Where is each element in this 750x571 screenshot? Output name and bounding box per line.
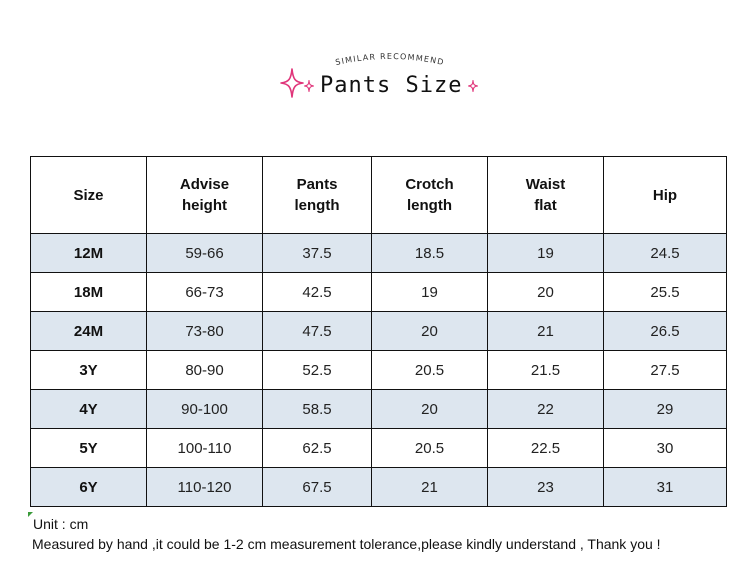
cell-waist-flat: 19 <box>487 233 604 273</box>
column-header-line: flat <box>534 197 557 214</box>
column-header-line: Waist <box>525 176 566 193</box>
cell-advise-height: 73-80 <box>146 311 263 351</box>
cell-pants-length: 47.5 <box>262 311 372 351</box>
corner-mark-icon <box>28 512 33 517</box>
cell-pants-length: 42.5 <box>262 272 372 312</box>
cell-hip: 29 <box>603 389 727 429</box>
cell-size: 3Y <box>30 350 147 390</box>
cell-crotch-length: 21 <box>371 467 488 507</box>
size-table: Size Advise height Pants length Crotch l… <box>30 156 727 507</box>
cell-pants-length: 62.5 <box>262 428 372 468</box>
cell-waist-flat: 22.5 <box>487 428 604 468</box>
page-title: Pants Size <box>320 73 463 98</box>
table-row: 5Y 100-110 62.5 20.5 22.5 30 <box>30 428 727 468</box>
cell-crotch-length: 20.5 <box>371 350 488 390</box>
cell-hip: 30 <box>603 428 727 468</box>
cell-waist-flat: 21 <box>487 311 604 351</box>
column-header-line: Advise <box>179 176 230 193</box>
cell-pants-length: 58.5 <box>262 389 372 429</box>
cell-size: 12M <box>30 233 147 273</box>
column-header-line: Crotch <box>405 176 454 193</box>
title-row: Pants Size <box>280 68 479 104</box>
footer: Unit : cm Measured by hand ,it could be … <box>28 512 732 554</box>
sparkle-icon <box>468 80 479 92</box>
cell-hip: 25.5 <box>603 272 727 312</box>
cell-size: 5Y <box>30 428 147 468</box>
column-header-size: Size <box>30 156 147 234</box>
cell-crotch-length: 20 <box>371 389 488 429</box>
sparkle-icon <box>304 80 314 92</box>
unit-note: Unit : cm <box>33 516 89 532</box>
column-header-advise-height: Advise height <box>146 156 263 234</box>
cell-waist-flat: 20 <box>487 272 604 312</box>
header: SIMILAR RECOMMEND Pants Size <box>0 0 750 130</box>
table-row: 4Y 90-100 58.5 20 22 29 <box>30 389 727 429</box>
table-row: 6Y 110-120 67.5 21 23 31 <box>30 467 727 507</box>
table-row: 12M 59-66 37.5 18.5 19 24.5 <box>30 233 727 273</box>
cell-waist-flat: 22 <box>487 389 604 429</box>
cell-advise-height: 80-90 <box>146 350 263 390</box>
subtitle-arc-text: SIMILAR RECOMMEND <box>335 52 446 67</box>
cell-crotch-length: 20 <box>371 311 488 351</box>
cell-pants-length: 37.5 <box>262 233 372 273</box>
column-header-waist-flat: Waist flat <box>487 156 604 234</box>
column-header-line: Hip <box>652 186 678 204</box>
column-header-line: Size <box>73 186 104 204</box>
unit-note-line: Unit : cm <box>28 512 732 534</box>
column-header-line: length <box>407 197 452 214</box>
cell-advise-height: 66-73 <box>146 272 263 312</box>
table-row: 18M 66-73 42.5 19 20 25.5 <box>30 272 727 312</box>
cell-hip: 27.5 <box>603 350 727 390</box>
cell-advise-height: 110-120 <box>146 467 263 507</box>
cell-size: 18M <box>30 272 147 312</box>
cell-advise-height: 90-100 <box>146 389 263 429</box>
cell-pants-length: 67.5 <box>262 467 372 507</box>
cell-pants-length: 52.5 <box>262 350 372 390</box>
cell-waist-flat: 23 <box>487 467 604 507</box>
measurement-note: Measured by hand ,it could be 1-2 cm mea… <box>32 536 661 552</box>
cell-crotch-length: 18.5 <box>371 233 488 273</box>
cell-advise-height: 100-110 <box>146 428 263 468</box>
subtitle-arc: SIMILAR RECOMMEND <box>335 52 446 67</box>
column-header-line: height <box>182 197 227 214</box>
cell-waist-flat: 21.5 <box>487 350 604 390</box>
table-row: 3Y 80-90 52.5 20.5 21.5 27.5 <box>30 350 727 390</box>
cell-hip: 31 <box>603 467 727 507</box>
column-header-line: length <box>294 197 340 214</box>
column-header-line: Pants <box>296 176 338 193</box>
cell-crotch-length: 20.5 <box>371 428 488 468</box>
column-header-crotch-length: Crotch length <box>371 156 488 234</box>
table-body: 12M 59-66 37.5 18.5 19 24.5 18M 66-73 42.5 19 20 25… <box>30 233 727 507</box>
cell-advise-height: 59-66 <box>146 233 263 273</box>
cell-size: 6Y <box>30 467 147 507</box>
cell-hip: 26.5 <box>603 311 727 351</box>
column-header-hip: Hip <box>603 156 727 234</box>
table-row: 24M 73-80 47.5 20 21 26.5 <box>30 311 727 351</box>
sparkle-icon <box>280 68 304 98</box>
column-header-pants-length: Pants length <box>262 156 372 234</box>
size-table-container: Size Advise height Pants length Crotch l… <box>30 156 727 507</box>
cell-hip: 24.5 <box>603 233 727 273</box>
cell-size: 4Y <box>30 389 147 429</box>
table-header-row: Size Advise height Pants length Crotch l… <box>30 156 727 234</box>
cell-size: 24M <box>30 311 147 351</box>
cell-crotch-length: 19 <box>371 272 488 312</box>
